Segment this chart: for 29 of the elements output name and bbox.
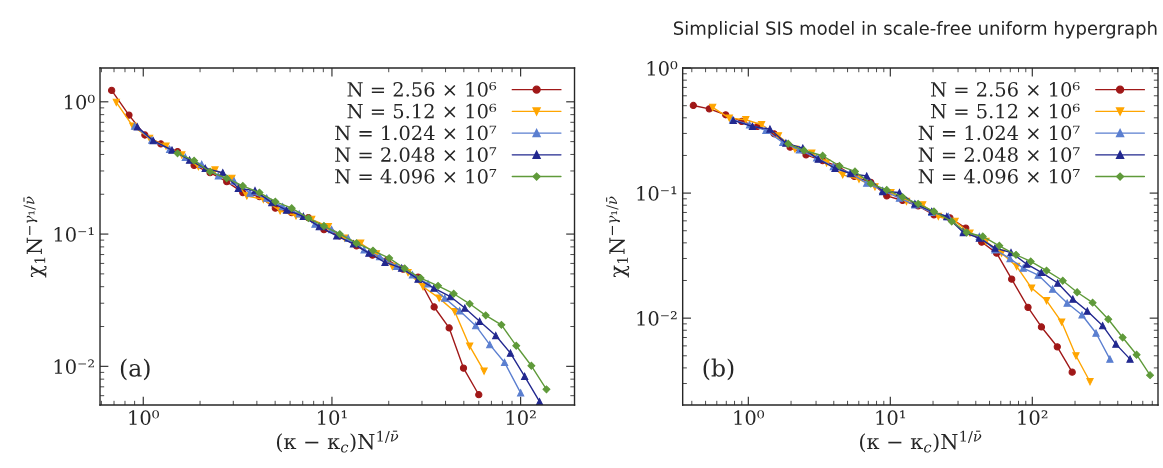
legend-label: N = 2.048 × 10⁷ (335, 147, 497, 162)
x-tick-label: 10¹ (318, 410, 347, 425)
legend-label: N = 4.096 × 10⁷ (335, 168, 497, 184)
x-tick-label: 10² (1018, 410, 1048, 425)
y-axis-title: χ$_{1}$N$^{−γ₁/ν̄}$ (606, 196, 630, 278)
y-tick-label: 10⁰ (64, 94, 95, 110)
y-axis-title: χ$_{1}$N$^{−γ₁/ν̄}$ (23, 196, 47, 278)
y-tick-label: 10⁻² (637, 311, 677, 326)
legend-label: N = 1.024 × 10⁷ (918, 125, 1080, 141)
x-tick-label: 10¹ (876, 410, 906, 425)
y-tick-label: 10⁻² (54, 359, 94, 374)
legend-label: N = 2.56 × 10⁶ (347, 82, 497, 97)
legend-label: N = 2.048 × 10⁷ (918, 147, 1080, 162)
y-tick-label: 10⁰ (647, 61, 678, 76)
y-tick-label: 10⁻¹ (54, 227, 94, 242)
chart-title: Simplicial SIS model in scale-free uniform hypergraph (673, 20, 1157, 39)
x-tick-label: 10⁰ (129, 410, 160, 425)
x-axis-title: (κ − κ$_{c}$)N$^{1/ν̄}$ (860, 430, 982, 453)
legend-label: N = 5.12 × 10⁶ (931, 103, 1080, 119)
legend-label: N = 2.56 × 10⁶ (931, 82, 1080, 97)
x-tick-label: 10⁰ (734, 410, 765, 425)
legend-label: N = 4.096 × 10⁷ (918, 168, 1080, 184)
legend-label: N = 1.024 × 10⁷ (335, 125, 497, 141)
x-axis-title: (κ − κ$_{c}$)N$^{1/ν̄}$ (276, 430, 399, 453)
annotation: (b) (703, 358, 734, 381)
y-tick-label: 10⁻¹ (637, 186, 677, 201)
x-tick-label: 10² (506, 410, 536, 425)
annotation: (a) (120, 358, 150, 381)
legend-label: N = 5.12 × 10⁶ (347, 103, 497, 119)
